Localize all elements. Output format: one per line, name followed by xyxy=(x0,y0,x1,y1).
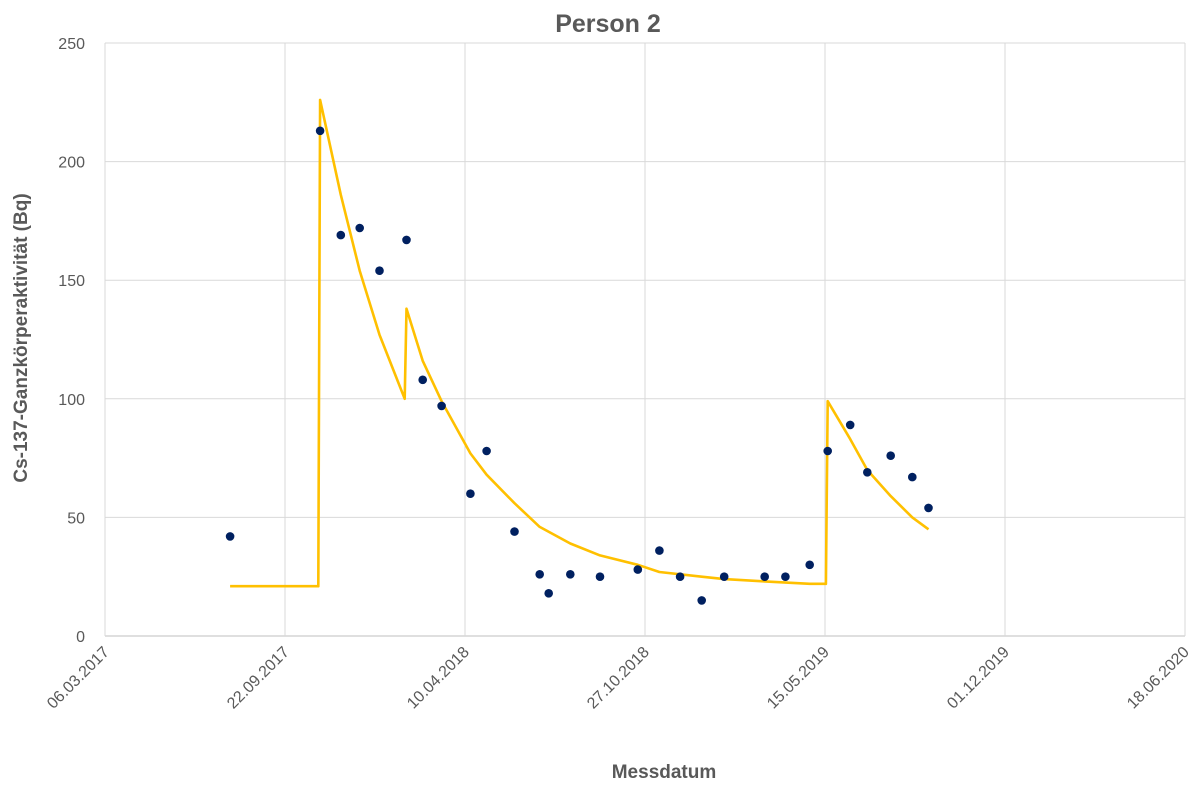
data-point xyxy=(924,503,933,513)
data-point xyxy=(760,572,769,581)
data-point xyxy=(418,375,428,385)
chart-title: Person 2 xyxy=(555,10,661,38)
data-point xyxy=(781,572,790,581)
data-point xyxy=(697,596,706,605)
y-tick-label: 150 xyxy=(58,273,85,290)
data-point xyxy=(544,589,553,598)
model-line xyxy=(230,98,930,588)
data-point xyxy=(510,527,519,536)
data-point xyxy=(466,489,475,499)
data-point xyxy=(375,266,384,276)
data-point xyxy=(482,446,491,456)
data-point xyxy=(655,546,664,555)
y-tick-label: 200 xyxy=(58,155,85,172)
data-point xyxy=(336,230,346,240)
data-point xyxy=(719,572,729,581)
y-tick-label: 50 xyxy=(67,510,85,527)
gridlines xyxy=(104,42,1186,637)
data-point xyxy=(225,532,235,541)
data-point xyxy=(437,401,446,411)
data-point xyxy=(315,126,325,136)
data-point xyxy=(823,446,832,456)
plot-area xyxy=(225,98,933,605)
data-point xyxy=(675,572,685,581)
data-point xyxy=(566,570,575,579)
data-point xyxy=(886,451,895,461)
y-axis-title: Cs-137-Ganzkörperaktivität (Bq) xyxy=(11,193,32,482)
data-point xyxy=(908,472,917,482)
data-point xyxy=(535,570,544,579)
data-point xyxy=(845,420,855,430)
y-tick-label: 0 xyxy=(76,629,85,646)
data-point xyxy=(595,572,605,581)
y-tick-label: 100 xyxy=(58,392,85,409)
data-point xyxy=(805,560,814,570)
data-point xyxy=(633,565,643,574)
data-point xyxy=(355,223,365,233)
x-axis-title: Messdatum xyxy=(612,762,717,783)
data-point xyxy=(402,235,411,245)
y-tick-labels: 0 50 100 150 200 250 xyxy=(58,36,85,646)
data-point xyxy=(863,468,872,477)
y-tick-label: 250 xyxy=(58,36,85,53)
